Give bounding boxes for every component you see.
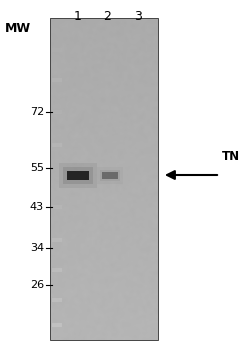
Bar (52, 298, 62, 302)
Bar (59, 163, 97, 188)
Text: 55: 55 (30, 163, 44, 173)
Bar (50, 18, 158, 340)
Bar (52, 48, 62, 52)
Text: 1: 1 (74, 10, 82, 23)
Text: TNF-α: TNF-α (222, 150, 239, 163)
Text: MW: MW (5, 22, 31, 35)
Bar (100, 170, 120, 181)
Bar (67, 171, 89, 180)
Bar (52, 268, 62, 272)
Bar (97, 167, 123, 184)
Text: 34: 34 (30, 243, 44, 253)
Bar (63, 167, 93, 184)
Bar (52, 173, 62, 177)
Text: 2: 2 (103, 10, 111, 23)
Bar (52, 323, 62, 327)
Bar (52, 205, 62, 209)
Text: 72: 72 (30, 107, 44, 117)
Text: 3: 3 (134, 10, 142, 23)
Bar (102, 172, 118, 179)
Bar (52, 143, 62, 147)
Bar (52, 110, 62, 114)
Text: 26: 26 (30, 280, 44, 290)
Text: 43: 43 (30, 202, 44, 212)
Bar (52, 238, 62, 242)
Bar (52, 78, 62, 82)
